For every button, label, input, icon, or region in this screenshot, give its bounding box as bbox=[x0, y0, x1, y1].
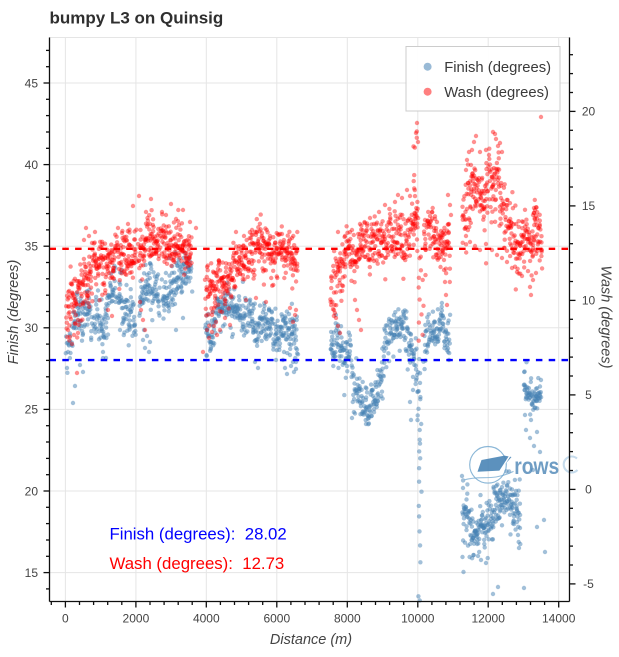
svg-text:30: 30 bbox=[25, 321, 39, 335]
svg-text:Finish (degrees): Finish (degrees) bbox=[444, 60, 551, 76]
svg-text:40: 40 bbox=[25, 158, 39, 172]
svg-text:20: 20 bbox=[582, 105, 596, 119]
svg-text:25: 25 bbox=[25, 403, 39, 417]
svg-text:Finish (degrees): Finish (degrees) bbox=[6, 260, 22, 365]
svg-text:8000: 8000 bbox=[334, 612, 361, 626]
svg-text:rows: rows bbox=[514, 453, 559, 479]
svg-text:15: 15 bbox=[582, 199, 596, 213]
svg-text:10000: 10000 bbox=[401, 612, 435, 626]
svg-text:20: 20 bbox=[25, 484, 39, 498]
svg-text:0: 0 bbox=[62, 612, 69, 626]
svg-text:35: 35 bbox=[25, 240, 39, 254]
svg-text:45: 45 bbox=[25, 76, 39, 90]
svg-text:Distance (m): Distance (m) bbox=[270, 632, 352, 648]
svg-text:15: 15 bbox=[25, 566, 39, 580]
svg-text:2000: 2000 bbox=[123, 612, 150, 626]
svg-text:6000: 6000 bbox=[263, 612, 290, 626]
svg-text:12000: 12000 bbox=[472, 612, 506, 626]
svg-text:Finish (degrees): 28.02: Finish (degrees): 28.02 bbox=[110, 524, 287, 543]
svg-text:10: 10 bbox=[582, 294, 596, 308]
svg-text:14000: 14000 bbox=[542, 612, 576, 626]
svg-text:4000: 4000 bbox=[193, 612, 220, 626]
svg-text:-5: -5 bbox=[583, 577, 594, 591]
svg-text:0: 0 bbox=[585, 483, 592, 497]
svg-text:Wash (degrees): Wash (degrees) bbox=[444, 85, 549, 101]
svg-text:bumpy L3 on Quinsig: bumpy L3 on Quinsig bbox=[50, 9, 224, 28]
svg-text:Wash (degrees): 12.73: Wash (degrees): 12.73 bbox=[110, 554, 285, 573]
svg-text:5: 5 bbox=[585, 388, 592, 402]
svg-text:Wash (degrees): Wash (degrees) bbox=[598, 266, 614, 369]
